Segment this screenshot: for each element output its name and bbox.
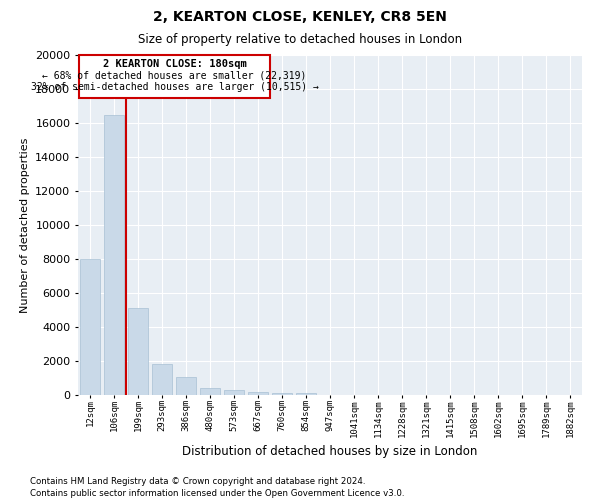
Text: Size of property relative to detached houses in London: Size of property relative to detached ho… — [138, 32, 462, 46]
Text: 2, KEARTON CLOSE, KENLEY, CR8 5EN: 2, KEARTON CLOSE, KENLEY, CR8 5EN — [153, 10, 447, 24]
Bar — [200, 388, 220, 395]
Bar — [272, 393, 292, 395]
Bar — [224, 390, 244, 395]
Bar — [176, 377, 196, 395]
Text: Contains HM Land Registry data © Crown copyright and database right 2024.: Contains HM Land Registry data © Crown c… — [30, 477, 365, 486]
Text: Contains public sector information licensed under the Open Government Licence v3: Contains public sector information licen… — [30, 488, 404, 498]
Bar — [128, 308, 148, 395]
Text: 2 KEARTON CLOSE: 180sqm: 2 KEARTON CLOSE: 180sqm — [103, 59, 247, 69]
Bar — [296, 394, 316, 395]
Bar — [104, 114, 124, 395]
Bar — [79, 55, 270, 98]
Bar — [248, 392, 268, 395]
Text: ← 68% of detached houses are smaller (22,319): ← 68% of detached houses are smaller (22… — [43, 70, 307, 81]
Y-axis label: Number of detached properties: Number of detached properties — [20, 138, 29, 312]
Bar — [152, 364, 172, 395]
X-axis label: Distribution of detached houses by size in London: Distribution of detached houses by size … — [182, 445, 478, 458]
Text: 32% of semi-detached houses are larger (10,515) →: 32% of semi-detached houses are larger (… — [31, 82, 319, 92]
Bar — [80, 259, 100, 395]
